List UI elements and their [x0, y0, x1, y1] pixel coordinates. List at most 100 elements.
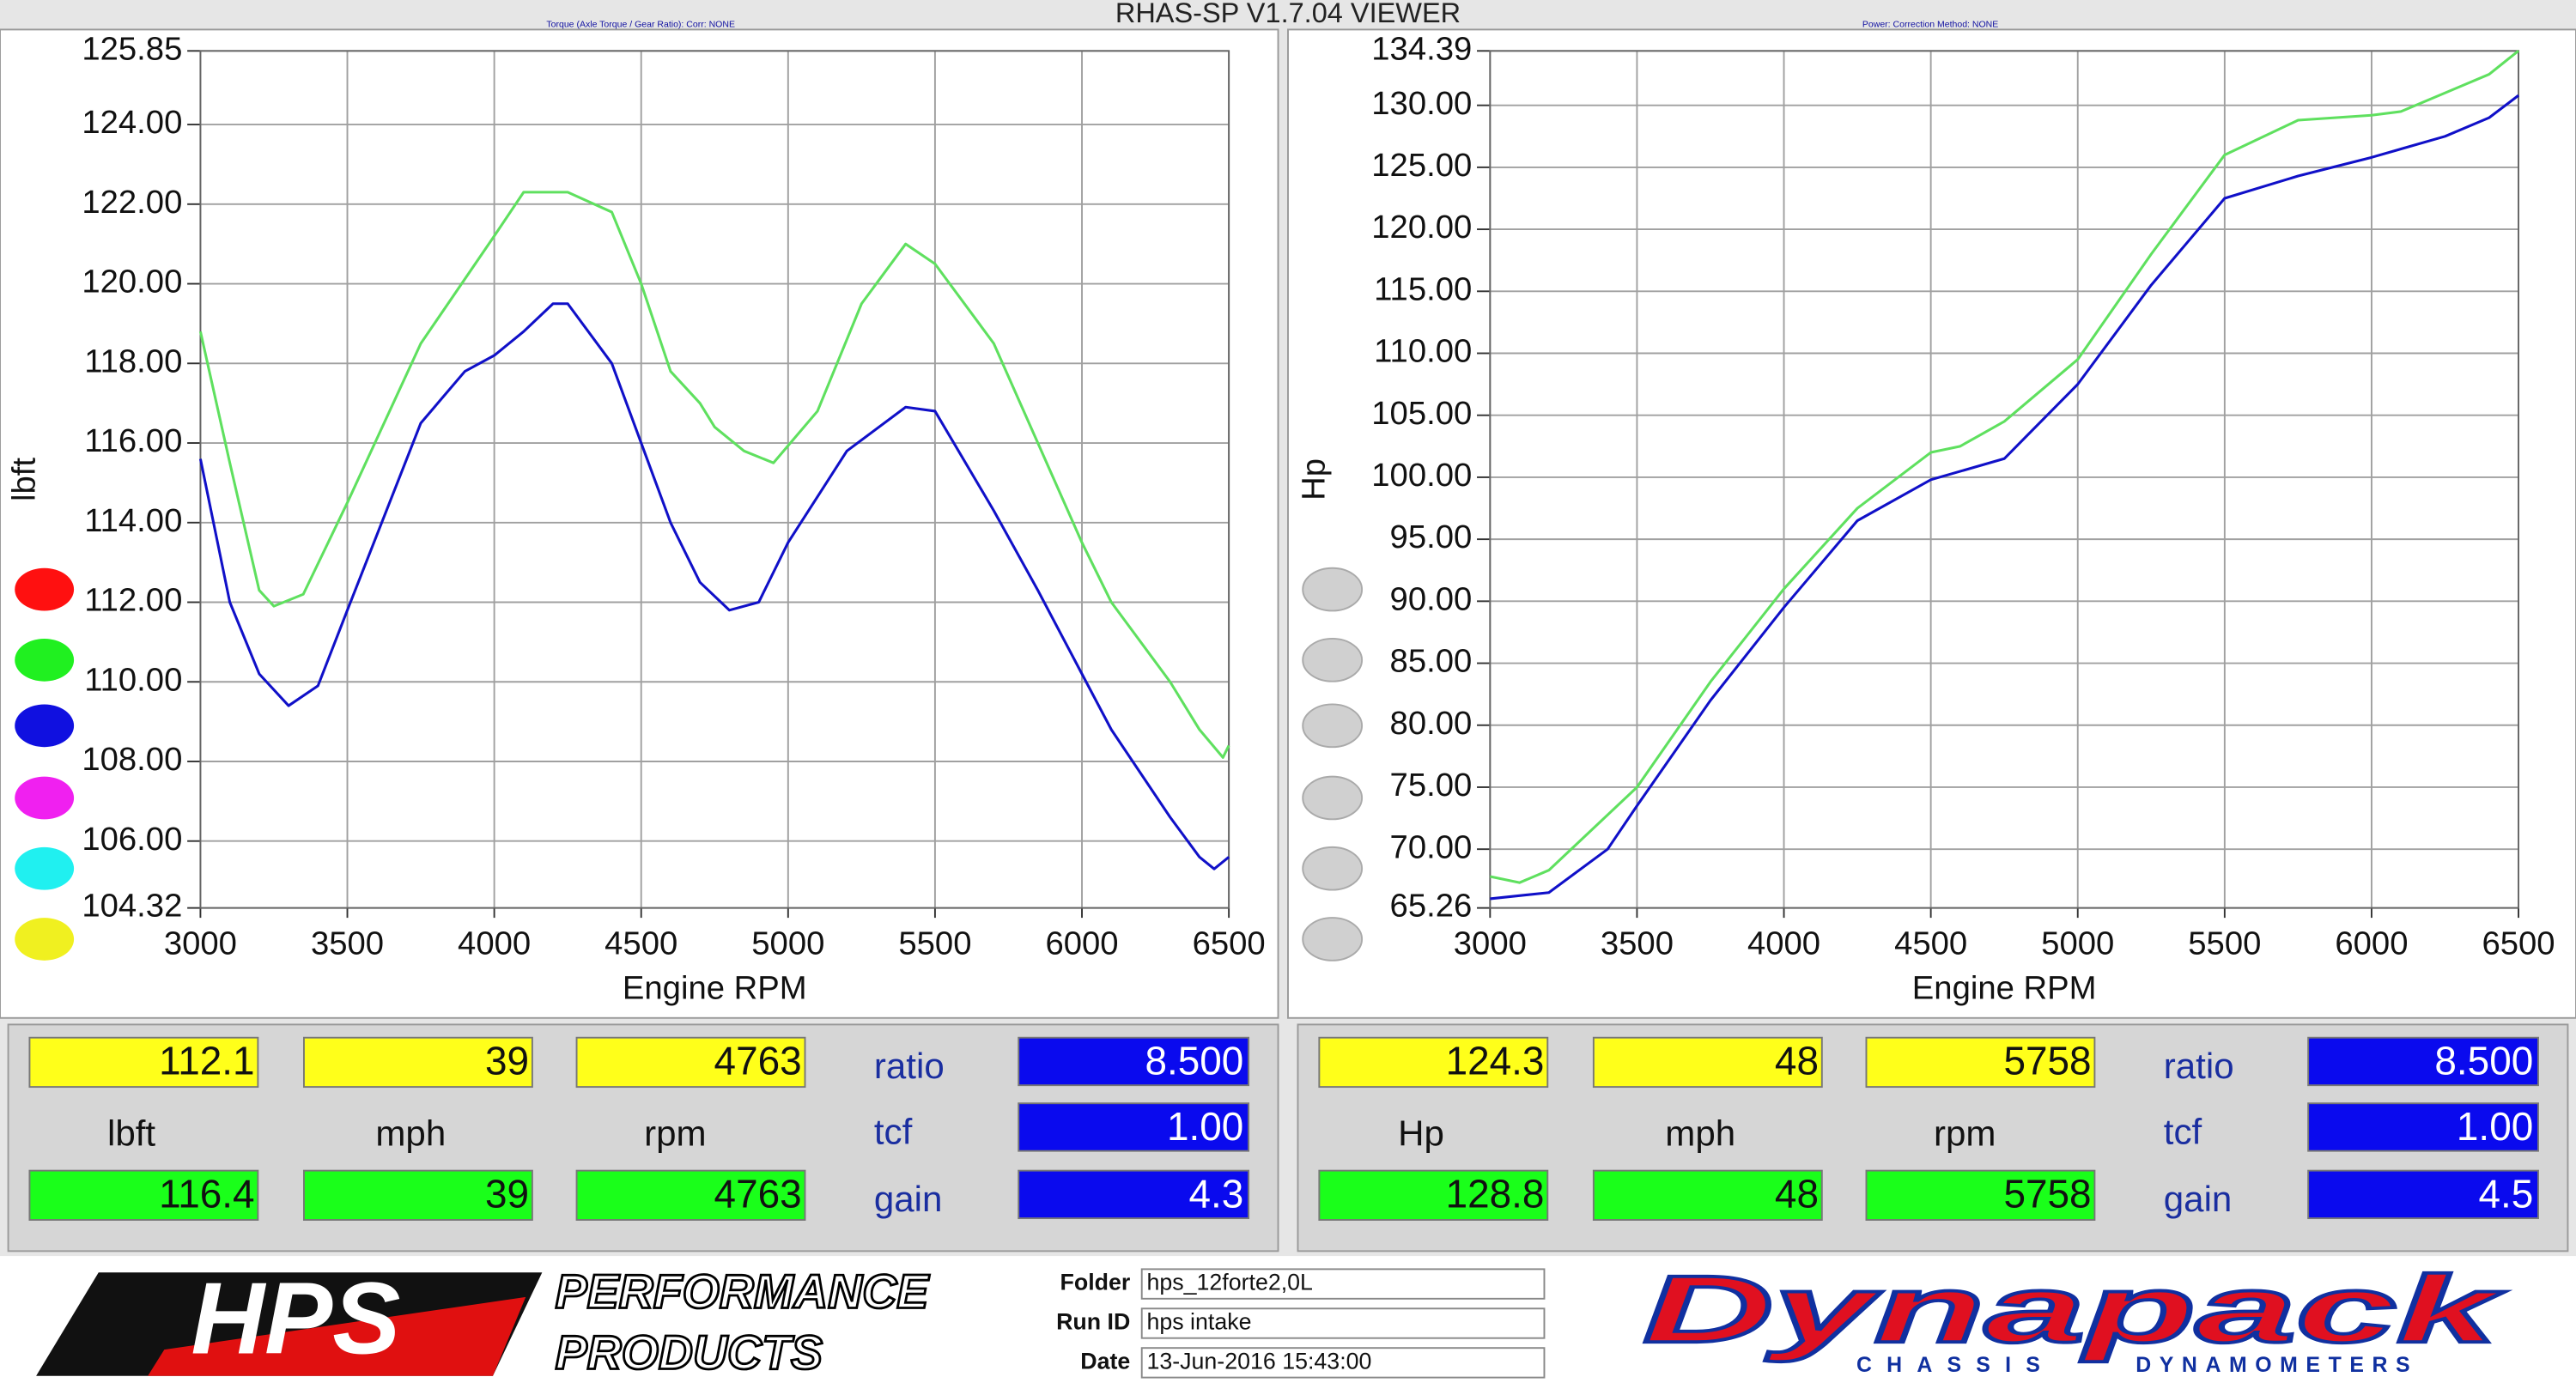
run-selector[interactable]: [15, 704, 75, 748]
setting-label: tcf: [874, 1112, 913, 1152]
readout-box: [575, 1036, 806, 1089]
y-tick-label: 114.00: [84, 502, 182, 539]
y-tick-label: 125.85: [82, 30, 182, 67]
readout-unit: lbft: [107, 1113, 155, 1154]
run-selector[interactable]: [1302, 703, 1364, 749]
readout-value: 116.4: [159, 1171, 254, 1216]
brand: HPS: [191, 1263, 400, 1376]
y-tick-label: 112.00: [84, 582, 182, 619]
x-tick-label: 5500: [898, 925, 971, 962]
field-box: [1140, 1347, 1546, 1379]
readout-value: 39: [485, 1038, 529, 1083]
field-label: Date: [1080, 1348, 1130, 1374]
y-tick-label: 105.00: [1371, 395, 1472, 432]
maker: Dynapack: [1643, 1256, 2506, 1362]
run-selector[interactable]: [1302, 917, 1364, 961]
run-selector[interactable]: [1302, 775, 1364, 821]
x-tick-label: 4500: [605, 925, 677, 962]
x-tick-label: 4500: [1894, 925, 1967, 962]
field-label: Run ID: [1056, 1309, 1130, 1335]
setting-label: gain: [874, 1179, 943, 1219]
readout-value: 5758: [2003, 1038, 2091, 1083]
readout-value: 5758: [2003, 1171, 2091, 1216]
y-tick-label: 108.00: [82, 741, 182, 778]
readout-unit: rpm: [1934, 1113, 1996, 1154]
setting-value: 8.500: [1145, 1038, 1243, 1083]
x-tick-label: 5000: [2041, 925, 2114, 962]
readout-value: 128.8: [1446, 1171, 1545, 1216]
readout-box: [1865, 1169, 2096, 1221]
run-selector[interactable]: [15, 776, 75, 820]
run-selector[interactable]: [15, 918, 75, 961]
setting-label: ratio: [2164, 1046, 2234, 1086]
x-tick-label: 6500: [2482, 925, 2555, 962]
readout-box: [302, 1036, 533, 1089]
run-selector[interactable]: [15, 567, 75, 611]
series-line: [198, 302, 1230, 870]
setting-box: [1018, 1102, 1250, 1152]
y-tick-label: 65.26: [1390, 888, 1473, 925]
readout-box: [302, 1169, 533, 1221]
readout-box: [28, 1169, 259, 1221]
y-tick-label: 116.00: [84, 422, 182, 459]
readout-box: [1865, 1036, 2096, 1089]
field-box: [1140, 1307, 1546, 1339]
x-tick-label: 4000: [1747, 925, 1820, 962]
y-tick-label: 90.00: [1390, 580, 1473, 617]
run-selector[interactable]: [15, 846, 75, 890]
maker-line: DYNAMOMETERS: [2136, 1353, 2418, 1377]
run-selector[interactable]: [15, 638, 75, 682]
chart-panel: [0, 28, 1279, 1019]
y-tick-label: 130.00: [1371, 85, 1472, 122]
field-value: hps_12forte2,0L: [1146, 1270, 1313, 1295]
y-tick-label: 80.00: [1390, 705, 1473, 742]
setting-box: [1018, 1036, 1250, 1087]
y-tick-label: 124.00: [82, 104, 182, 141]
chart-header: Torque (Axle Torque / Gear Ratio): Corr:…: [546, 19, 735, 29]
setting-label: gain: [2164, 1179, 2233, 1219]
run-selectors: [15, 567, 1364, 961]
x-tick-label: 5000: [751, 925, 824, 962]
brand-line: PERFORMANCE: [556, 1265, 931, 1319]
x-axis-title: Engine RPM: [1912, 969, 2097, 1006]
readout-value: 48: [1775, 1038, 1819, 1083]
run-selector[interactable]: [1302, 846, 1364, 891]
y-tick-label: 100.00: [1371, 457, 1472, 494]
brand-line: PRODUCTS: [556, 1325, 823, 1379]
series-line: [1490, 94, 2519, 901]
x-tick-label: 3500: [1601, 925, 1674, 962]
setting-box: [2307, 1169, 2539, 1220]
series-line: [198, 191, 1230, 759]
readout-unit: mph: [375, 1113, 446, 1154]
x-tick-label: 6000: [2335, 925, 2408, 962]
chart-header: Power: Correction Method: NONE: [1862, 19, 1998, 29]
y-tick-label: 110.00: [84, 661, 182, 698]
window-title: RHAS-SP V1.7.04 VIEWER: [1115, 0, 1461, 28]
x-tick-label: 3000: [164, 925, 237, 962]
readout-value: 48: [1775, 1171, 1819, 1216]
run-selector[interactable]: [1302, 638, 1364, 682]
x-tick-label: 3500: [311, 925, 384, 962]
field-value: 13-Jun-2016 15:43:00: [1146, 1348, 1371, 1374]
readout-box: [1318, 1169, 1549, 1221]
y-tick-label: 115.00: [1374, 270, 1472, 307]
y-tick-label: 125.00: [1371, 147, 1472, 184]
readout-unit: Hp: [1398, 1113, 1444, 1154]
y-tick-label: 104.32: [82, 888, 182, 925]
setting-value: 8.500: [2434, 1038, 2533, 1083]
readout-value: 39: [485, 1171, 529, 1216]
readout-value: 124.3: [1446, 1038, 1545, 1083]
setting-value: 4.5: [2478, 1171, 2533, 1216]
readout-value: 112.1: [159, 1038, 254, 1083]
setting-value: 1.00: [1167, 1104, 1243, 1149]
chart-panel: [1287, 28, 2576, 1019]
setting-value: 1.00: [2457, 1104, 2533, 1149]
readout-box: [575, 1169, 806, 1221]
x-tick-label: 4000: [458, 925, 531, 962]
readout-value: 4763: [714, 1171, 802, 1216]
run-selector[interactable]: [1302, 567, 1364, 612]
readout-box: [28, 1036, 259, 1089]
readout-box: [1592, 1169, 1823, 1221]
y-tick-label: 110.00: [1374, 333, 1472, 370]
x-tick-label: 3000: [1454, 925, 1527, 962]
